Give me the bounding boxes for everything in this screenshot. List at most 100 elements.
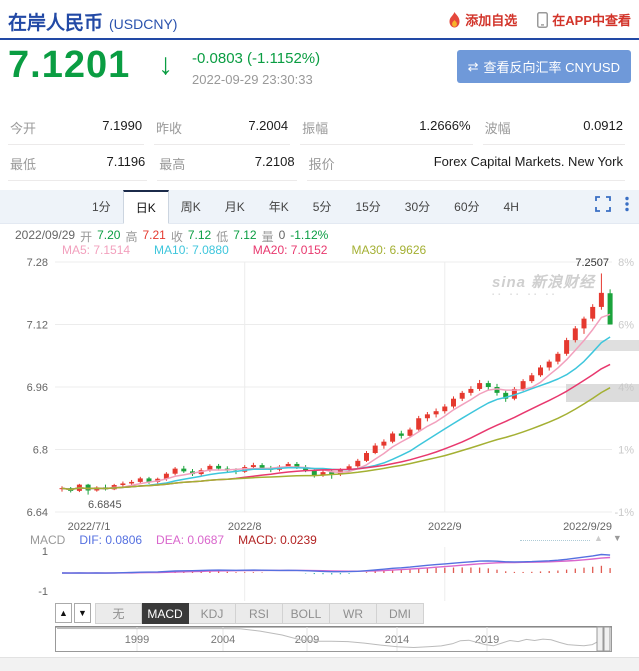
indicator-tab-DMI[interactable]: DMI (377, 603, 424, 624)
period-tab-5分[interactable]: 5分 (312, 200, 332, 214)
svg-text:8%: 8% (618, 257, 634, 269)
macd-mini-arrows: ▲ ▼ (594, 533, 622, 543)
svg-text:7.2507: 7.2507 (575, 257, 609, 269)
period-tab-日K[interactable]: 日K (122, 190, 169, 224)
svg-text:2009: 2009 (295, 634, 319, 646)
info-part: MA10: 7.0880 (154, 243, 229, 257)
stat-cell-昨收: 昨收 7.2004 (154, 112, 291, 145)
svg-text:2022/8: 2022/8 (228, 521, 262, 533)
instrument-symbol: (USDCNY) (109, 16, 178, 32)
add-watchlist-link[interactable]: 添加自选 (448, 10, 517, 29)
macd-axis-top: 1 (41, 546, 48, 558)
up-triangle-icon: ▲ (59, 608, 68, 618)
price-change: -0.0803 (-1.1152%) (192, 50, 321, 67)
info-part: 7.12 (233, 228, 257, 242)
macd-value: DIF: 0.0806 (79, 533, 143, 547)
stats-row-1: 今开 7.1990 昨收 7.2004 振幅 1.2666% 波幅 0.0912 (8, 112, 635, 145)
svg-text:-1%: -1% (614, 507, 634, 519)
svg-text:6.8: 6.8 (33, 444, 48, 456)
stat-cell-今开: 今开 7.1990 (8, 112, 145, 145)
instrument-name: 在岸人民币 (8, 13, 104, 34)
timeline-handle-left[interactable] (596, 626, 604, 652)
indicator-tabs: 无 MACD KDJ RSI BOLL WR DMI (95, 603, 424, 624)
svg-text:2022/7/1: 2022/7/1 (68, 521, 111, 533)
period-tab-周K[interactable]: 周K (180, 200, 201, 214)
indicator-down-button[interactable]: ▼ (74, 603, 91, 623)
stat-cell-报价: 报价 Forex Capital Markets. New York (306, 148, 625, 181)
timeline-handle-right[interactable] (603, 626, 611, 652)
svg-text:6.96: 6.96 (27, 382, 48, 394)
stat-label: 最低 (10, 157, 37, 172)
stat-label: 波幅 (484, 121, 511, 136)
period-tabbar-background (0, 190, 639, 224)
stat-label: 昨收 (156, 121, 183, 136)
info-part: 7.20 (97, 228, 121, 242)
chart-toolbar (595, 196, 629, 212)
stat-label: 今开 (10, 121, 37, 136)
price-down-arrow-icon: ↓ (158, 48, 173, 81)
timeline-navigator[interactable]: 1999 2004 2009 2014 2019 (55, 626, 612, 652)
candlestick-chart[interactable]: 7.28 7.12 6.96 6.8 6.64 8% 6% 4% 1% -1% 2022/7/1 20… (0, 245, 639, 545)
flame-icon (449, 11, 460, 27)
info-part: MA5: 7.1514 (62, 243, 131, 257)
info-part: MA30: 6.9626 (351, 243, 427, 257)
stat-cell-最低: 最低 7.1196 (8, 148, 148, 181)
stat-cell-最高: 最高 7.2108 (157, 148, 297, 181)
indicator-tab-RSI[interactable]: RSI (236, 603, 283, 624)
more-menu-icon[interactable] (625, 196, 629, 212)
indicator-tab-BOLL[interactable]: BOLL (283, 603, 330, 624)
period-tab-30分[interactable]: 30分 (404, 200, 431, 214)
svg-text:2022/9/29: 2022/9/29 (563, 521, 612, 533)
macd-title: MACD (30, 533, 66, 547)
svg-text:2004: 2004 (211, 634, 235, 646)
period-tabs: 1分 日K 周K 月K 年K 5分 15分 30分 60分 4H (80, 190, 531, 224)
period-tab-4H[interactable]: 4H (503, 199, 519, 214)
period-tab-60分[interactable]: 60分 (454, 200, 480, 214)
indicator-tab-WR[interactable]: WR (330, 603, 377, 624)
svg-text:6.64: 6.64 (27, 507, 48, 519)
svg-text:2022/9: 2022/9 (428, 521, 462, 533)
svg-text:7.28: 7.28 (27, 257, 48, 269)
period-tab-年K[interactable]: 年K (268, 200, 289, 214)
reverse-pair-button[interactable]: ⇄ 查看反向汇率 CNYUSD (456, 50, 631, 83)
view-in-app-link[interactable]: 在APP中查看 (537, 10, 631, 29)
svg-text:4%: 4% (618, 382, 634, 394)
period-tab-月K[interactable]: 月K (224, 200, 245, 214)
stat-label: 振幅 (302, 121, 329, 136)
reverse-pair-label: 查看反向汇率 CNYUSD (483, 60, 620, 75)
fullscreen-icon[interactable] (595, 196, 611, 212)
header-divider (0, 38, 639, 40)
info-part: MA20: 7.0152 (252, 243, 328, 257)
header-links: 添加自选 在APP中查看 (448, 10, 631, 29)
stat-value: 7.2004 (248, 118, 289, 133)
stat-value: 0.0912 (583, 118, 623, 133)
indicator-tab-无[interactable]: 无 (95, 603, 142, 624)
watermark-subtext: ▪▪ ▪▪ ▪▪ ▪▪ (492, 292, 559, 298)
page-title: 在岸人民币 (USDCNY) (8, 8, 177, 35)
svg-text:1%: 1% (618, 444, 634, 456)
stat-value: 7.2108 (254, 154, 295, 169)
period-tab-1分[interactable]: 1分 (92, 200, 111, 214)
stats-row-2: 最低 7.1196 最高 7.2108 报价 Forex Capital Markets.… (8, 148, 635, 181)
indicator-up-button[interactable]: ▲ (55, 603, 72, 623)
sina-watermark: sina 新浪财经 ▪▪ ▪▪ ▪▪ ▪▪ (492, 271, 595, 298)
mini-up-arrow-icon[interactable]: ▲ (594, 533, 603, 543)
info-part: 7.21 (142, 228, 166, 242)
ohlc-info-row: 2022/09/29 开 7.20 高 7.21 收 7.12 低 7.12 量 0 -1.12% (15, 228, 328, 245)
add-watchlist-label: 添加自选 (465, 13, 518, 28)
indicator-tab-KDJ[interactable]: KDJ (189, 603, 236, 624)
stat-value: 1.2666% (419, 118, 471, 133)
indicator-tab-MACD[interactable]: MACD (142, 603, 189, 624)
svg-text:7.12: 7.12 (27, 319, 48, 331)
ma-info-row: MA5: 7.1514 MA10: 7.0880 MA20: 7.0152 MA30:… (62, 243, 426, 257)
macd-chart[interactable] (0, 545, 639, 603)
macd-info-row: MACD DIF: 0.0806 DEA: 0.0687 MACD: 0.0239 (30, 533, 317, 547)
watermark-text: sina 新浪财经 (492, 274, 596, 291)
period-tab-15分[interactable]: 15分 (355, 200, 381, 214)
stat-value: Forex Capital Markets. New York (433, 154, 623, 169)
mini-down-arrow-icon[interactable]: ▼ (612, 533, 622, 543)
info-part: 0 (278, 228, 286, 242)
stat-value: 7.1990 (102, 118, 143, 133)
macd-axis-bottom: -1 (38, 586, 48, 598)
info-part: 高 (125, 230, 138, 244)
